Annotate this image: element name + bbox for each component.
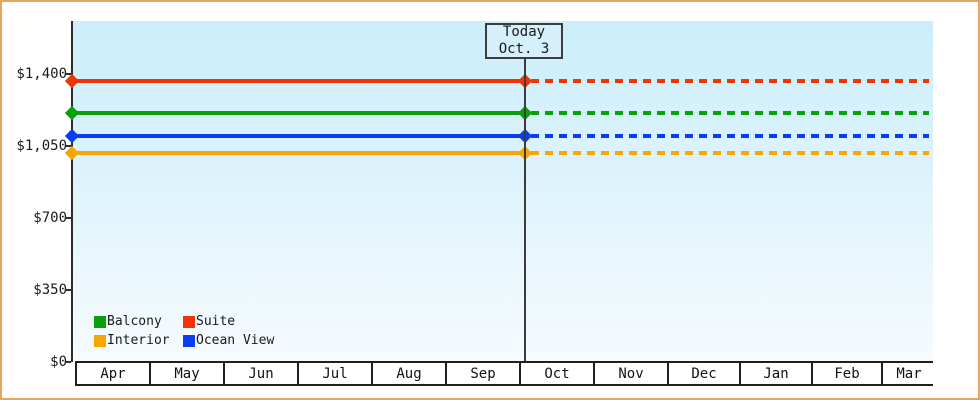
y-axis-tick-mark: [65, 216, 71, 219]
month-cell-dec: Dec: [669, 363, 741, 384]
month-cell-nov: Nov: [595, 363, 669, 384]
y-axis-tick-mark: [65, 360, 71, 363]
month-cell-may: May: [151, 363, 225, 384]
legend-item: Interior: [94, 333, 183, 348]
y-axis: [71, 21, 73, 362]
legend-item: Suite: [183, 314, 274, 329]
series-line-solid: [72, 78, 525, 83]
series-line-dashed: [531, 150, 929, 155]
y-axis-tick-label: $350: [33, 281, 67, 298]
y-axis-tick-label: $0: [50, 353, 67, 370]
month-cell-aug: Aug: [373, 363, 447, 384]
legend-label: Ocean View: [196, 333, 275, 348]
legend-label: Interior: [107, 333, 170, 348]
legend-item: Balcony: [94, 314, 183, 329]
month-cell-jan: Jan: [741, 363, 813, 384]
y-axis-tick-mark: [65, 72, 71, 75]
legend: Balcony Suite Interior Ocean View: [94, 314, 275, 348]
x-axis-month-row: Apr May Jun Jul Aug Sep Oct Nov Dec Jan Feb Mar: [75, 361, 935, 386]
legend-swatch-suite: [183, 315, 195, 328]
legend-swatch-balcony: [94, 315, 106, 328]
series-line-dashed: [531, 134, 929, 139]
today-date-label: Oct. 3: [498, 41, 550, 57]
legend-label: Balcony: [107, 314, 162, 329]
today-label: Today: [502, 24, 546, 40]
month-cell-jul: Jul: [299, 363, 373, 384]
month-cell-sep: Sep: [447, 363, 521, 384]
today-annotation-box: Today Oct. 3: [485, 23, 563, 59]
y-axis-tick-mark: [65, 288, 71, 291]
series-line-solid: [72, 110, 525, 115]
y-axis-tick-mark: [65, 144, 71, 147]
month-cell-jun: Jun: [225, 363, 299, 384]
y-axis-tick-label: $1,400: [16, 65, 67, 82]
legend-item: Ocean View: [183, 333, 275, 348]
legend-swatch-ocean-view: [183, 334, 195, 347]
series-line-dashed: [531, 110, 929, 115]
legend-swatch-interior: [94, 334, 106, 347]
month-cell-apr: Apr: [77, 363, 151, 384]
y-axis-tick-label: $1,050: [16, 137, 67, 154]
plot-area: [73, 21, 933, 361]
y-axis-tick-label: $700: [33, 209, 67, 226]
month-cell-oct: Oct: [521, 363, 595, 384]
today-marker-line: [524, 59, 526, 361]
legend-label: Suite: [196, 314, 236, 329]
month-cell-feb: Feb: [813, 363, 883, 384]
series-line-solid: [72, 134, 525, 139]
series-line-solid: [72, 150, 525, 155]
series-line-dashed: [531, 78, 929, 83]
month-cell-mar: Mar: [883, 363, 935, 384]
